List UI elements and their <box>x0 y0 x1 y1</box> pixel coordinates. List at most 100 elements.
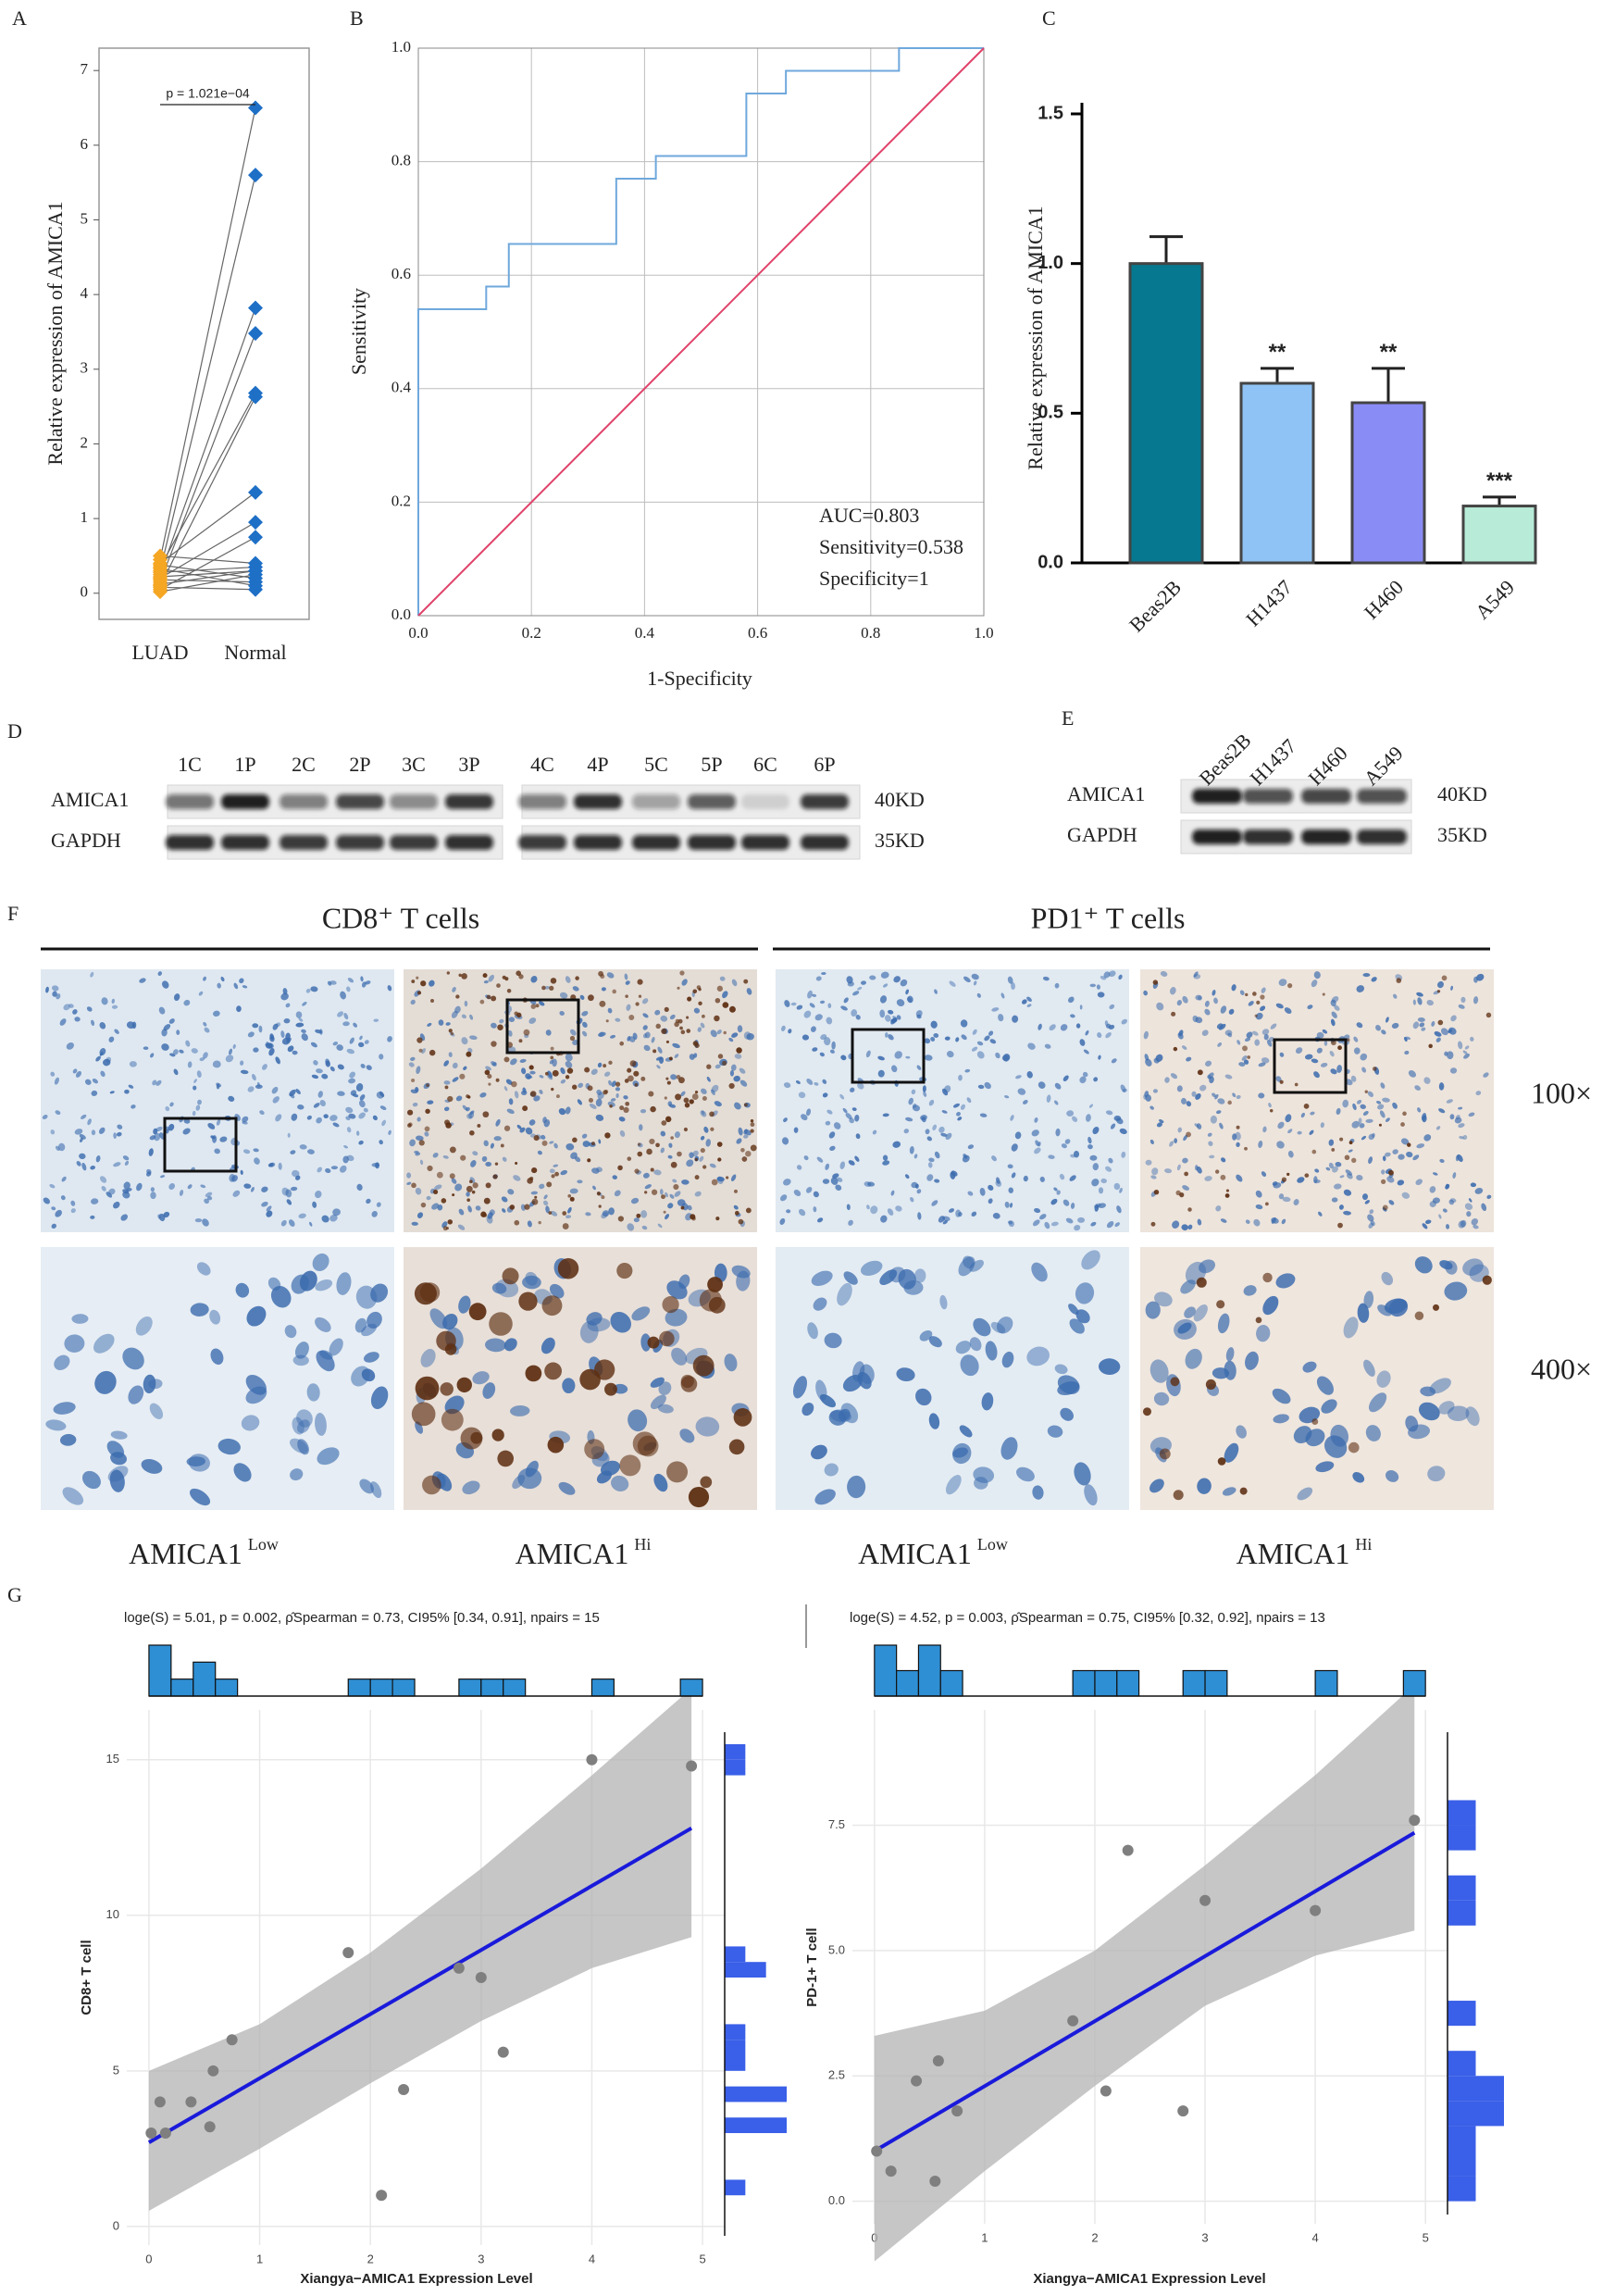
nucleus <box>1360 1053 1368 1061</box>
nucleus <box>1106 1023 1112 1029</box>
nucleus <box>343 1013 349 1020</box>
nucleus <box>466 1113 473 1119</box>
roc-line <box>417 47 985 617</box>
nucleus <box>1336 1107 1341 1116</box>
stained-cell <box>722 1060 727 1066</box>
nucleus <box>1465 1406 1480 1427</box>
stained-cell <box>625 1101 630 1106</box>
nucleus <box>160 1175 166 1179</box>
stained-cell <box>579 1368 601 1391</box>
nucleus <box>329 1214 338 1222</box>
nucleus <box>679 1429 695 1443</box>
nucleus <box>607 1007 613 1014</box>
stained-cell <box>541 985 546 991</box>
stained-cell <box>567 1193 572 1198</box>
nucleus <box>1287 1129 1293 1134</box>
nucleus <box>829 1145 836 1152</box>
bar <box>1128 262 1204 565</box>
y-tick-label: 3 <box>81 359 89 377</box>
blot-band <box>280 835 328 850</box>
nucleus <box>861 980 866 985</box>
nucleus <box>359 1035 363 1041</box>
nucleus <box>650 1394 666 1410</box>
stained-cell <box>420 980 427 987</box>
stained-cell <box>411 1182 416 1189</box>
nucleus <box>872 1129 877 1135</box>
nucleus <box>409 1139 416 1147</box>
nucleus <box>461 1014 466 1019</box>
nucleus <box>781 1137 789 1145</box>
nucleus <box>1462 1258 1484 1276</box>
nucleus <box>172 1049 179 1055</box>
nucleus <box>1231 984 1236 992</box>
nucleus <box>220 976 225 982</box>
stained-cell <box>484 1069 491 1076</box>
nucleus <box>657 1404 674 1414</box>
nucleus <box>976 992 981 998</box>
blot-band <box>1357 830 1407 844</box>
nucleus <box>1077 1217 1086 1223</box>
nucleus <box>442 1154 449 1159</box>
nucleus <box>969 1259 984 1272</box>
nucleus <box>966 1097 972 1104</box>
y-histogram-bar <box>1448 1825 1476 1851</box>
nucleus <box>1243 1285 1257 1296</box>
nucleus <box>252 1023 259 1029</box>
nucleus <box>940 1132 948 1137</box>
nucleus <box>1074 1225 1081 1231</box>
stained-cell <box>551 1174 555 1179</box>
nucleus <box>1195 994 1202 1001</box>
stained-cell <box>1255 1316 1262 1324</box>
point <box>475 1972 487 1983</box>
y-histogram-bar <box>1448 2076 1504 2102</box>
nucleus <box>672 1042 680 1049</box>
nucleus <box>438 1019 444 1026</box>
nucleus <box>1207 1132 1212 1137</box>
stained-cell <box>1436 990 1441 993</box>
nucleus <box>659 1056 665 1065</box>
nucleus <box>816 1156 824 1163</box>
nucleus <box>107 1466 129 1482</box>
nucleus <box>148 1148 154 1156</box>
nucleus <box>70 1208 76 1214</box>
panel-label: G <box>7 1583 22 1606</box>
stained-cell <box>447 1095 454 1103</box>
nucleus <box>451 1178 457 1184</box>
nucleus <box>297 1439 309 1455</box>
nucleus <box>903 1129 910 1134</box>
stained-cell <box>562 1223 569 1229</box>
nucleus <box>1070 1014 1075 1018</box>
stained-cell <box>628 1075 634 1082</box>
nucleus <box>900 979 908 987</box>
nucleus <box>1177 1322 1192 1334</box>
nucleus <box>916 1189 922 1194</box>
pair-line <box>159 569 256 578</box>
stained-cell <box>587 1085 593 1092</box>
nucleus <box>1287 1150 1294 1158</box>
nucleus <box>101 997 108 1005</box>
nucleus <box>565 1142 575 1151</box>
ihc-image <box>1140 1247 1494 1510</box>
nucleus <box>567 1206 572 1214</box>
marker <box>248 168 263 183</box>
x-tick-label: 0.6 <box>748 624 767 642</box>
nucleus <box>1261 1171 1267 1177</box>
nucleus <box>996 1316 1013 1334</box>
nucleus <box>1266 1040 1273 1047</box>
nucleus <box>642 1025 648 1030</box>
nucleus <box>1367 1091 1374 1098</box>
stained-cell <box>441 1408 464 1431</box>
nucleus <box>1197 1478 1212 1494</box>
nucleus <box>822 1179 830 1184</box>
nucleus <box>825 1163 830 1170</box>
nucleus <box>1424 1219 1432 1225</box>
nucleus <box>1119 1128 1127 1135</box>
point <box>1409 1815 1421 1827</box>
nucleus <box>1352 1103 1357 1111</box>
stained-cell <box>489 1312 513 1336</box>
nucleus <box>61 1176 67 1182</box>
nucleus <box>700 1022 705 1029</box>
nucleus <box>722 991 728 999</box>
nucleus <box>79 1153 86 1160</box>
nucleus <box>931 1200 938 1206</box>
